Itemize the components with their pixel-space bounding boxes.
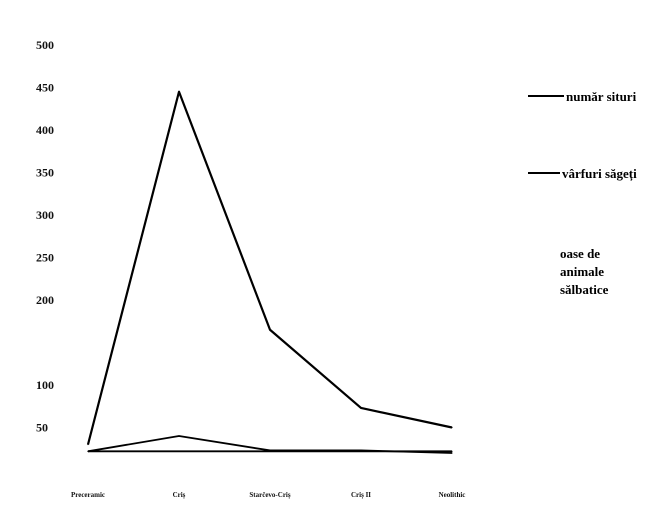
series-0-point	[269, 329, 271, 331]
series-2-point	[360, 450, 362, 452]
series-2-point	[87, 450, 89, 452]
y-tick-label: 350	[36, 166, 54, 180]
y-tick-label: 500	[36, 38, 54, 52]
series-2-point	[178, 450, 180, 452]
series-0-point	[178, 91, 180, 93]
legend-label-numar-situri: număr situri	[566, 89, 637, 104]
series-0-point	[451, 426, 453, 429]
series-lines	[86, 90, 453, 454]
series-2-point	[269, 450, 271, 452]
y-tick-label: 250	[36, 251, 54, 265]
x-category-label: Criș II	[351, 491, 371, 499]
legend-label-oase-line-1: oase de	[560, 246, 600, 261]
series-2-point	[451, 450, 453, 452]
x-axis-labels: Preceramic Criș Starčevo-Criș Criș II Neolit…	[71, 491, 465, 499]
series-0-point	[87, 443, 89, 446]
x-category-label: Starčevo-Criș	[249, 491, 290, 499]
series-1-point	[451, 452, 453, 454]
legend-label-varfuri-sageti: vârfuri săgeți	[562, 166, 637, 182]
x-category-label: Neolithic	[439, 491, 466, 499]
y-tick-label: 100	[36, 378, 54, 392]
x-category-label: Preceramic	[71, 491, 105, 499]
y-tick-label: 300	[36, 208, 54, 222]
y-tick-label: 200	[36, 293, 54, 307]
y-tick-label: 400	[36, 123, 54, 137]
y-tick-label: 50	[36, 421, 48, 435]
legend: număr situri vârfuri săgeți oase de anim…	[528, 89, 637, 297]
series-0-point	[360, 407, 362, 409]
series-1-point	[178, 435, 180, 437]
y-axis-ticks: 500 450 400 350 300 250 200 100 50	[36, 38, 54, 435]
legend-label-oase-line-3: sălbatice	[560, 282, 609, 297]
legend-label-oase-line-2: animale	[560, 264, 604, 279]
series-line-0	[86, 90, 453, 445]
x-category-label: Criș	[173, 491, 186, 499]
y-tick-label: 450	[36, 81, 54, 95]
